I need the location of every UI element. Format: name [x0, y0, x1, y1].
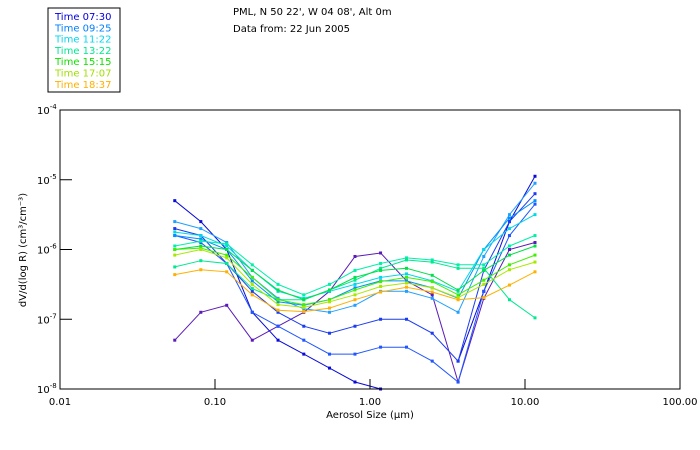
y-tick-base: 10 [37, 246, 50, 257]
data-point [173, 227, 177, 231]
x-tick-label: 10.00 [511, 397, 540, 408]
series-line [174, 259, 536, 319]
data-point [173, 265, 177, 269]
y-tick-base: 10 [37, 315, 50, 326]
header-date: Data from: 22 Jun 2005 [233, 24, 350, 35]
series-line [174, 214, 536, 299]
series-line [174, 269, 536, 313]
y-tick-exp: -5 [50, 173, 57, 181]
legend-entry: Time 18:37 [54, 80, 111, 91]
x-tick-label: 0.10 [204, 397, 226, 408]
series-12 [173, 268, 537, 314]
series-line [174, 200, 536, 306]
data-point [173, 253, 177, 257]
x-tick-label: 100.00 [663, 397, 698, 408]
legend-entry: Time 17:07 [54, 69, 111, 80]
plot-frame [59, 109, 681, 390]
y-axis-label: dV/d(log R) (cm³/cm⁻³) [18, 193, 29, 307]
y-tick-exp: -6 [50, 243, 58, 251]
data-point [533, 199, 537, 203]
data-point [173, 234, 177, 238]
x-tick-label: 1.00 [359, 397, 381, 408]
data-point [173, 273, 177, 277]
data-point [533, 202, 537, 206]
data-point [533, 260, 537, 264]
series-7 [173, 234, 537, 297]
data-point [173, 220, 177, 224]
series-line [174, 193, 536, 363]
legend-entry: Time 11:22 [54, 35, 111, 46]
header-location: PML, N 50 22', W 04 08', Alt 0m [233, 7, 392, 18]
y-tick-exp: -4 [50, 103, 58, 111]
data-point [173, 338, 177, 342]
series-line [174, 242, 536, 384]
y-tick-base: 10 [37, 385, 50, 396]
legend-entry: Time 15:15 [54, 57, 111, 68]
series-line [174, 245, 536, 301]
data-point [173, 248, 177, 251]
legend-box [47, 7, 121, 93]
series-1 [173, 174, 537, 391]
y-tick-label: 10-6 [37, 243, 57, 257]
data-point [173, 230, 177, 234]
series-line [174, 248, 536, 308]
data-point [533, 174, 537, 178]
series-line [174, 235, 536, 296]
y-tick-exp: -8 [50, 382, 57, 390]
x-axis-label: Aerosol Size (µm) [326, 410, 414, 421]
series-11 [173, 248, 537, 309]
y-tick-label: 10-5 [37, 173, 57, 187]
series-line [174, 247, 536, 306]
series-line [174, 200, 381, 390]
y-tick-label: 10-8 [37, 382, 57, 396]
x-tick-label: 0.01 [49, 397, 71, 408]
y-tick-base: 10 [37, 106, 50, 117]
y-axis: 10-410-510-610-710-8 [37, 103, 72, 396]
y-tick-base: 10 [37, 176, 50, 187]
y-tick-label: 10-7 [37, 312, 57, 326]
legend-entry: Time 09:25 [54, 23, 111, 34]
y-tick-label: 10-4 [37, 103, 57, 117]
series-9 [173, 244, 537, 302]
data-point [173, 244, 177, 248]
legend-entry: Time 07:30 [54, 12, 111, 23]
legend-entry: Time 13:22 [54, 46, 111, 57]
series-3 [173, 202, 537, 384]
data-point [173, 199, 177, 203]
x-axis: 0.01 0.10 1.00 10.00 100.00 [49, 379, 698, 408]
y-tick-exp: -7 [50, 312, 57, 320]
series-group [173, 174, 537, 391]
